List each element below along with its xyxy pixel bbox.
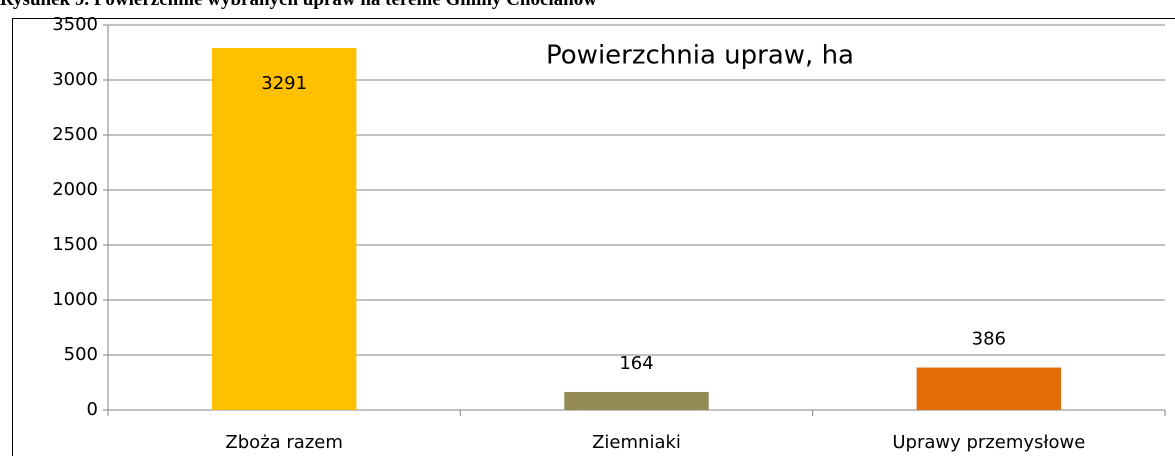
y-tick-label: 3000 — [52, 69, 98, 90]
x-tick-label: Zboża razem — [225, 432, 342, 453]
bar — [916, 367, 1062, 410]
y-tick-label: 1500 — [52, 234, 98, 255]
y-tick-label: 0 — [87, 399, 98, 420]
y-tick-label: 1000 — [52, 289, 98, 310]
y-tick-label: 2000 — [52, 179, 98, 200]
data-label: 3291 — [261, 73, 307, 94]
y-tick-label: 2500 — [52, 124, 98, 145]
y-tick-label: 500 — [64, 344, 98, 365]
y-tick-label: 3500 — [52, 14, 98, 35]
data-label: 164 — [619, 353, 653, 374]
bar — [211, 47, 357, 411]
x-tick-label: Ziemniaki — [592, 432, 681, 453]
data-label: 386 — [972, 329, 1006, 350]
figure-caption: Rysunek 9. Powierzchnie wybranych upraw … — [0, 0, 597, 10]
x-tick-label: Uprawy przemysłowe — [892, 432, 1085, 453]
bar — [564, 391, 709, 410]
chart-title: Powierzchnia upraw, ha — [546, 41, 854, 71]
